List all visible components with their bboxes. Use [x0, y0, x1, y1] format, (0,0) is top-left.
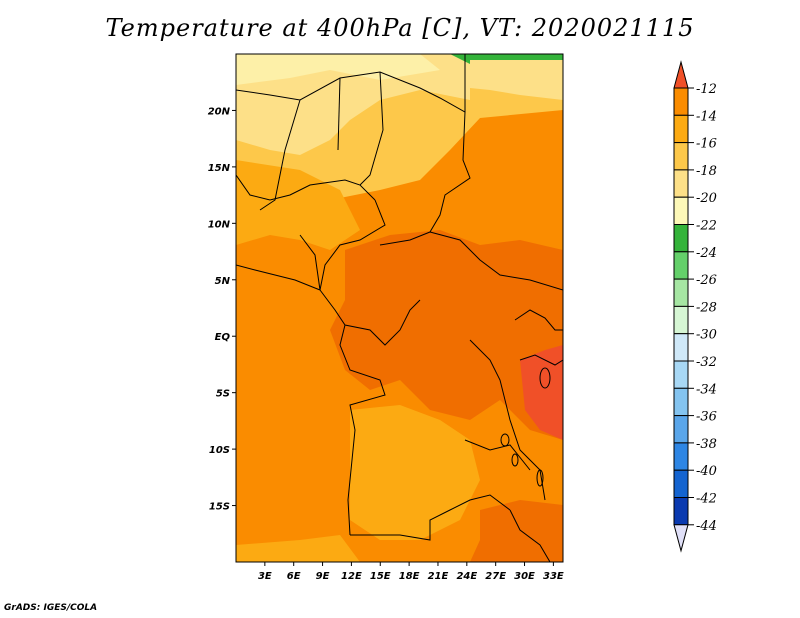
colorbar-box	[673, 169, 689, 198]
x-tick-label: 21E	[428, 571, 449, 582]
colorbar-box	[673, 415, 689, 444]
field-region	[236, 535, 360, 562]
colorbar-box	[673, 387, 689, 417]
map-title: Temperature at 400hPa [C], VT: 202002111…	[105, 14, 695, 42]
colorbar-box	[673, 224, 689, 253]
y-tick-label: 5N	[215, 276, 231, 287]
colorbar-box	[673, 497, 689, 526]
y-tick-label: EQ	[215, 332, 231, 343]
border-line	[359, 71, 384, 186]
colorbar-box	[673, 305, 689, 335]
colorbar-box	[673, 142, 689, 171]
credit-label: GrADS: IGES/COLA	[4, 603, 98, 613]
y-tick-label: 5S	[216, 389, 230, 400]
colorbar-box	[673, 87, 689, 116]
lake-outline	[511, 453, 519, 467]
colorbar-label: -32	[696, 355, 717, 370]
x-tick-label: 6E	[287, 571, 301, 582]
border-line	[464, 439, 531, 471]
x-tick-label: 18E	[399, 571, 420, 582]
country-borders	[236, 54, 563, 562]
y-tick-label: 15N	[208, 163, 231, 174]
border-line	[514, 309, 563, 331]
border-line	[429, 111, 471, 233]
y-tick-label: 20N	[208, 106, 231, 117]
lake-outline	[539, 367, 551, 389]
map-frame	[235, 53, 564, 563]
lake-outline	[500, 433, 510, 447]
field-region	[236, 160, 360, 250]
colorbar-label: -24	[696, 246, 717, 261]
x-tick-label: 27E	[485, 571, 506, 582]
x-tick-label: 12E	[341, 571, 362, 582]
border-line	[299, 234, 321, 291]
border-line	[429, 231, 563, 291]
colorbar-label: -14	[696, 109, 717, 124]
border-line	[236, 264, 321, 291]
colorbar-label: -18	[696, 164, 717, 179]
colorbar-label: -26	[696, 273, 717, 288]
colorbar-label: -38	[696, 437, 717, 452]
field-region	[330, 230, 563, 440]
border-line	[337, 77, 341, 151]
colorbar-label: -12	[696, 82, 717, 97]
border-line	[379, 231, 431, 246]
colorbar-label: -36	[696, 410, 717, 425]
colorbar-box	[673, 333, 689, 362]
colorbar-label: -30	[696, 328, 717, 343]
border-line	[339, 324, 386, 536]
field-region	[350, 405, 480, 540]
colorbar-label: -44	[696, 519, 717, 534]
x-axis: 3E 6E 9E 12E 15E 18E 21E 24E 27E 30E 33E	[258, 562, 564, 582]
x-tick-label: 30E	[514, 571, 535, 582]
x-tick-label: 15E	[370, 571, 391, 582]
border-line	[319, 289, 421, 346]
colorbar-box	[673, 278, 689, 307]
colorbar-label: -22	[696, 219, 717, 234]
colorbar-top-arrow	[673, 60, 689, 89]
border-line	[509, 509, 551, 562]
colorbar-bottom-arrow	[673, 524, 689, 553]
border-line	[519, 354, 563, 366]
x-tick-label: 9E	[316, 571, 330, 582]
border-line	[319, 199, 386, 291]
y-tick-label: 10N	[208, 219, 231, 230]
border-line	[259, 99, 301, 211]
colorbar-box	[673, 114, 689, 144]
colorbar-label: -16	[696, 137, 717, 152]
field-region	[236, 54, 440, 85]
x-tick-label: 24E	[456, 571, 477, 582]
colorbar-box	[673, 251, 689, 280]
y-axis: 20N 15N 10N 5N EQ 5S 10S 15S	[208, 106, 236, 513]
temperature-field	[236, 54, 563, 562]
colorbar-label: -34	[696, 382, 717, 397]
colorbar-box	[673, 360, 689, 389]
colorbar-label: -20	[696, 191, 717, 206]
colorbar-box	[673, 196, 689, 225]
colorbar: -12 -14 -16 -18 -20 -22 -24 -26 -28 -30 -32 -34 -36 -…	[673, 60, 717, 553]
field-region	[236, 54, 470, 155]
x-tick-label: 3E	[258, 571, 272, 582]
field-region	[470, 60, 563, 100]
x-tick-label: 33E	[543, 571, 564, 582]
colorbar-label: -28	[696, 300, 717, 315]
lake-outline	[536, 469, 544, 487]
field-region	[470, 500, 563, 562]
colorbar-label: -42	[696, 492, 717, 507]
colorbar-box	[673, 442, 689, 471]
colorbar-box	[673, 469, 689, 499]
colorbar-label: -40	[696, 464, 717, 479]
y-tick-label: 10S	[209, 445, 230, 456]
border-line	[236, 174, 376, 201]
field-region	[520, 345, 563, 440]
y-tick-label: 15S	[209, 502, 230, 513]
border-line	[350, 494, 511, 541]
